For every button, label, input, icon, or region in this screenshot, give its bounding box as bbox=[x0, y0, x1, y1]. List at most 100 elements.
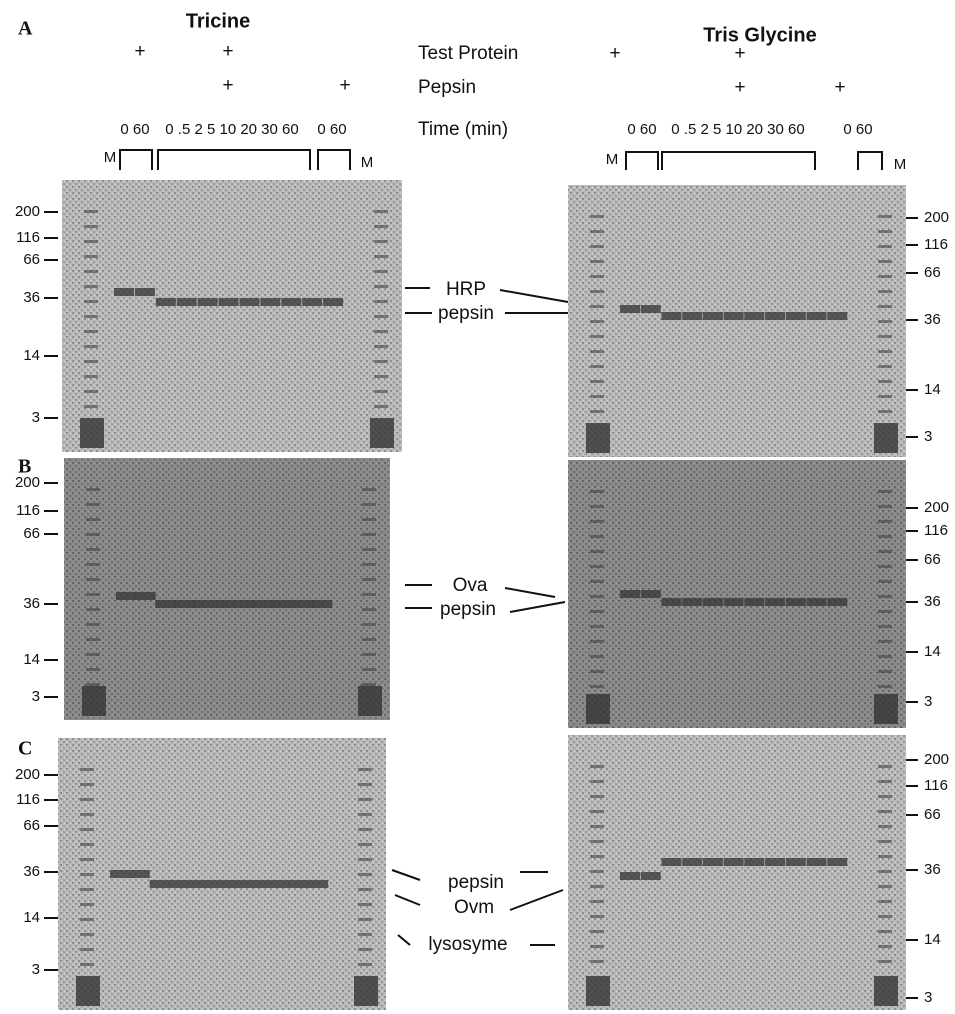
sample-band bbox=[661, 312, 682, 320]
ladder-band bbox=[358, 948, 372, 951]
mw-label: 36 bbox=[23, 863, 40, 880]
ladder-band bbox=[590, 640, 604, 643]
ladder-band bbox=[590, 945, 604, 948]
sample-band bbox=[806, 858, 827, 866]
ladder-band bbox=[590, 885, 604, 888]
ladder-band bbox=[362, 488, 376, 491]
mw-label: 36 bbox=[23, 595, 40, 612]
sample-band bbox=[228, 880, 249, 888]
ladder-band bbox=[84, 300, 98, 303]
sample-band bbox=[268, 880, 289, 888]
ladder-band bbox=[878, 520, 892, 523]
ladder-band bbox=[878, 335, 892, 338]
mw-label: 36 bbox=[924, 593, 941, 610]
ladder-band bbox=[358, 933, 372, 936]
ladder-band bbox=[362, 668, 376, 671]
ladder-band bbox=[86, 683, 100, 686]
marker-lane: M bbox=[606, 151, 619, 168]
ladder-band bbox=[358, 888, 372, 891]
ladder-dye bbox=[354, 976, 378, 1006]
ladder-band bbox=[590, 780, 604, 783]
pointer-lines bbox=[405, 584, 566, 613]
sample-band bbox=[239, 298, 260, 306]
ladder-band bbox=[358, 843, 372, 846]
sample-band bbox=[308, 880, 329, 888]
ladder-band bbox=[878, 320, 892, 323]
mw-label: 66 bbox=[23, 251, 40, 268]
sample-band bbox=[129, 870, 150, 878]
gel bbox=[568, 735, 906, 1010]
protein-label: pepsin bbox=[448, 872, 504, 893]
ladder-band bbox=[878, 380, 892, 383]
ladder-band bbox=[358, 873, 372, 876]
ladder-band bbox=[590, 410, 604, 413]
ladder-band bbox=[374, 240, 388, 243]
ladder-band bbox=[878, 580, 892, 583]
mw-label: 14 bbox=[924, 931, 941, 948]
marker-lane: M bbox=[104, 149, 117, 166]
ladder-band bbox=[878, 625, 892, 628]
mw-label: 14 bbox=[924, 643, 941, 660]
sample-band bbox=[116, 592, 136, 600]
ladder-band bbox=[80, 828, 94, 831]
ladder-band bbox=[362, 623, 376, 626]
marker-lane: M bbox=[361, 154, 374, 171]
sample-band bbox=[214, 600, 235, 608]
ladder-band bbox=[86, 653, 100, 656]
ladder-dye bbox=[874, 694, 898, 724]
ladder-dye bbox=[586, 976, 610, 1006]
sample-band bbox=[765, 312, 786, 320]
ladder-band bbox=[590, 610, 604, 613]
mw-label: 14 bbox=[23, 909, 40, 926]
ladder-band bbox=[86, 518, 100, 521]
mw-label: 116 bbox=[16, 502, 40, 519]
ladder-band bbox=[590, 290, 604, 293]
ladder-band bbox=[374, 390, 388, 393]
ladder-dye bbox=[80, 418, 104, 448]
ladder-band bbox=[878, 640, 892, 643]
ladder-band bbox=[590, 900, 604, 903]
mw-label: 66 bbox=[23, 817, 40, 834]
ladder-band bbox=[590, 335, 604, 338]
sample-band bbox=[281, 298, 302, 306]
ladder-band bbox=[80, 948, 94, 951]
sample-band bbox=[288, 880, 309, 888]
lane-group: 0 60 bbox=[843, 121, 872, 138]
ladder-band bbox=[80, 918, 94, 921]
ladder-band bbox=[374, 405, 388, 408]
lane-group: 0 60 bbox=[627, 121, 656, 138]
ladder-band bbox=[362, 638, 376, 641]
protein-label: Ovm bbox=[454, 897, 494, 918]
sample-band bbox=[273, 600, 294, 608]
sample-band bbox=[827, 312, 848, 320]
pointer-lines bbox=[405, 287, 569, 314]
ladder-band bbox=[878, 885, 892, 888]
marker-lane: M bbox=[894, 156, 907, 173]
ladder-band bbox=[374, 330, 388, 333]
ladder-band bbox=[590, 960, 604, 963]
ladder-band bbox=[590, 565, 604, 568]
sample-band bbox=[765, 858, 786, 866]
row-label: Test Protein bbox=[418, 43, 518, 64]
protein-label: HRP bbox=[446, 279, 486, 300]
mw-label: 14 bbox=[924, 381, 941, 398]
ladder-band bbox=[878, 810, 892, 813]
plus-sign: + bbox=[734, 77, 745, 98]
ladder-band bbox=[878, 365, 892, 368]
ladder-band bbox=[590, 505, 604, 508]
ladder-band bbox=[358, 813, 372, 816]
mw-label: 200 bbox=[15, 474, 40, 491]
ladder-band bbox=[590, 795, 604, 798]
plus-sign: + bbox=[134, 41, 145, 62]
ladder-band bbox=[86, 623, 100, 626]
ladder-band bbox=[374, 285, 388, 288]
sample-band bbox=[155, 298, 176, 306]
ladder-band bbox=[878, 610, 892, 613]
sample-band bbox=[135, 592, 156, 600]
ladder-band bbox=[86, 593, 100, 596]
ladder-band bbox=[590, 810, 604, 813]
ladder-band bbox=[84, 315, 98, 318]
ladder-band bbox=[878, 260, 892, 263]
ladder-band bbox=[84, 270, 98, 273]
mw-label: 200 bbox=[924, 499, 949, 516]
